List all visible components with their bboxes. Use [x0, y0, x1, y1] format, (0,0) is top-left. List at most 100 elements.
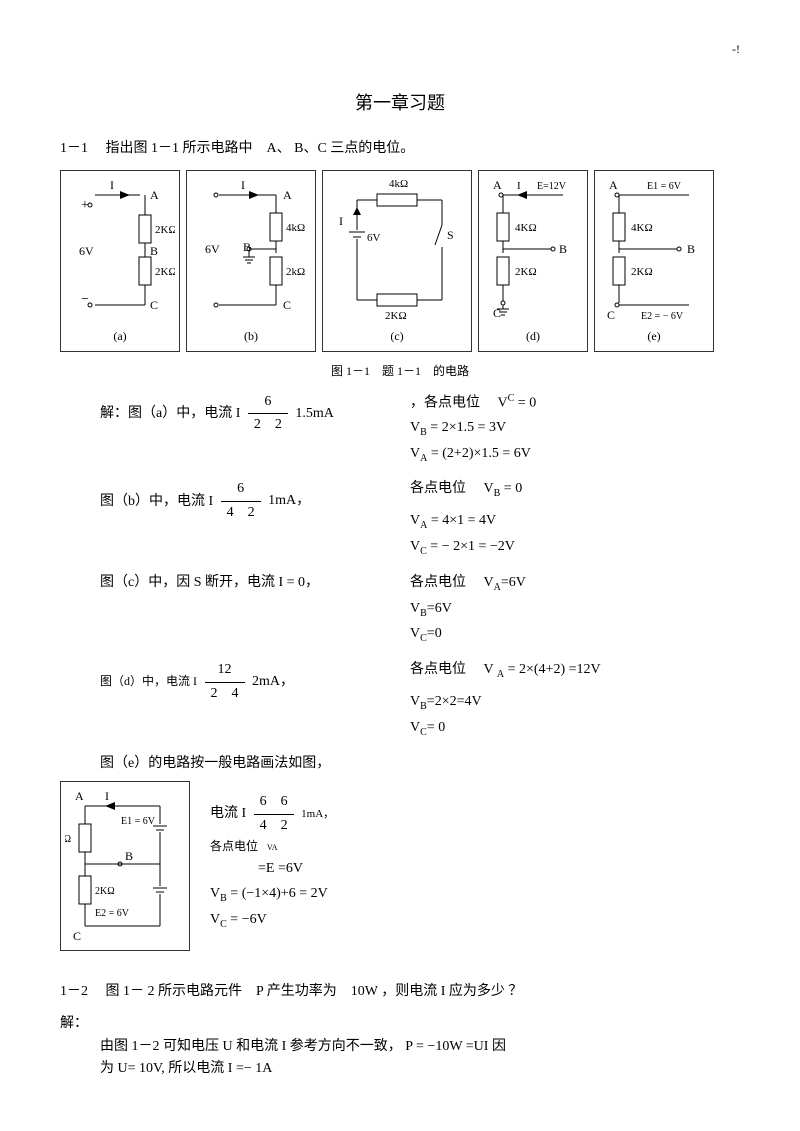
vb-sym: V: [410, 694, 420, 709]
vc-val: = −6V: [227, 912, 267, 927]
vb-sym: V: [210, 886, 220, 901]
vb-val: = (−1×4)+6 = 2V: [227, 886, 328, 901]
svg-text:2KΩ: 2KΩ: [385, 310, 407, 322]
svg-text:C: C: [493, 306, 501, 320]
question-1-1: 1－1 指出图 1－1 所示电路中 A、 B、C 三点的电位。: [60, 138, 740, 160]
sol-a-prefix: 解：图（a）中，电流 I: [100, 406, 240, 421]
vc-sym: V: [410, 720, 420, 735]
sol-c-left: 图（c）中，因 S 断开，电流 I = 0，: [100, 575, 319, 590]
circuit-c-label: (c): [390, 327, 403, 346]
svg-text:I: I: [105, 789, 109, 803]
circuit-d: A I E=12V 4KΩ B 2KΩ C (d): [478, 170, 588, 351]
svg-text:4KΩ: 4KΩ: [631, 222, 653, 234]
sol-d-prefix: 图（d）中，电流 I: [100, 674, 197, 688]
svg-text:I: I: [517, 180, 521, 192]
va-sub: A: [494, 582, 501, 593]
va-sub: A: [497, 669, 504, 680]
circuit-a-label: (a): [113, 327, 126, 346]
svg-text:I: I: [339, 214, 343, 228]
vb-sub: B: [420, 427, 427, 438]
page-mark: -!: [60, 40, 740, 59]
svg-text:B: B: [125, 849, 133, 863]
svg-text:6V: 6V: [205, 242, 220, 256]
vc-sub: C: [420, 633, 427, 644]
svg-text:I: I: [241, 178, 245, 192]
circuit-row: I A + 2KΩ B 6V 2KΩ − C (a) I: [60, 170, 740, 351]
sol-e-intro: 图（e）的电路按一般电路画法如图，: [100, 753, 740, 775]
vc-sym: V: [410, 539, 420, 554]
vb-sub: B: [220, 893, 227, 904]
va-sym: V: [410, 446, 420, 461]
solution-b: 图（b）中，电流 I 6 4 2 1mA， 各点电位 VB = 0 VA = 4…: [60, 478, 740, 561]
solution-e-body: A I E1 = 6V 4KΩ B 2KΩ E2 = 6V: [60, 775, 740, 951]
vb-val: = 2×1.5 = 3V: [427, 420, 506, 435]
sol-b-prefix: 图（b）中，电流 I: [100, 494, 213, 509]
svg-text:4KΩ: 4KΩ: [65, 834, 71, 845]
solution-e-calc: 电流 I 6 6 4 2 1mA， 各点电位 VA =E =6V VB = (−…: [210, 791, 334, 934]
circuit-e-label: (e): [647, 327, 660, 346]
svg-text:2KΩ: 2KΩ: [95, 886, 115, 897]
svg-text:A: A: [493, 178, 502, 192]
circuit-b: I A 4kΩ B 6V 2kΩ C (b): [186, 170, 316, 351]
svg-text:E=12V: E=12V: [537, 181, 567, 192]
svg-text:E1 = 6V: E1 = 6V: [121, 816, 156, 827]
svg-text:2KΩ: 2KΩ: [155, 266, 175, 278]
svg-text:E1 = 6V: E1 = 6V: [647, 181, 682, 192]
svg-text:2KΩ: 2KΩ: [515, 266, 537, 278]
q2-sol-label: 解：: [60, 1013, 740, 1035]
solution-c: 图（c）中，因 S 断开，电流 I = 0， 各点电位 VA=6V VB=6V …: [60, 572, 740, 649]
question-1-2: 1－2 图 1－ 2 所示电路元件 P 产生功率为 10W ，则电流 I 应为多…: [60, 981, 740, 1003]
fraction-icon: 6 4 2: [221, 478, 261, 524]
va-val: = (2+2)×1.5 = 6V: [427, 446, 531, 461]
svg-text:E2 = 6V: E2 = 6V: [95, 908, 130, 919]
vc-sub: C: [420, 727, 427, 738]
circuit-c-svg: 4kΩ I 6V S 2KΩ: [327, 175, 467, 325]
sol-e-unit: 1mA，: [301, 809, 334, 821]
circuit-e-redrawn: A I E1 = 6V 4KΩ B 2KΩ E2 = 6V: [60, 781, 190, 951]
vc-sym: V: [410, 626, 420, 641]
svg-text:2kΩ: 2kΩ: [286, 266, 305, 278]
vb-sym: V: [410, 420, 420, 435]
q2-num: 1－2: [60, 984, 88, 999]
svg-text:4KΩ: 4KΩ: [515, 222, 537, 234]
circuit-d-label: (d): [526, 327, 540, 346]
fraction-icon: 6 6 4 2: [254, 791, 294, 837]
svg-text:4kΩ: 4kΩ: [286, 222, 305, 234]
svg-text:E2 = − 6V: E2 = − 6V: [641, 311, 684, 322]
sol-a-unit: 1.5mA: [295, 406, 334, 421]
vb-sub: B: [420, 607, 427, 618]
sol-b-label: 各点电位: [410, 481, 466, 496]
circuit-a: I A + 2KΩ B 6V 2KΩ − C (a): [60, 170, 180, 351]
q2-line1: 由图 1－2 可知电压 U 和电流 I 参考方向不一致， P = −10W =U…: [100, 1036, 740, 1058]
vc-val: = 0: [427, 720, 445, 735]
va-val: = 4×1 = 4V: [427, 513, 496, 528]
sol-b-unit: 1mA，: [268, 494, 310, 509]
sol-a-label: ，各点电位: [410, 395, 480, 410]
vb-val: =6V: [427, 601, 452, 616]
circuit-e: A E1 = 6V 4KΩ B 2KΩ C E2 = − 6V (e): [594, 170, 714, 351]
va-val: =6V: [501, 575, 526, 590]
svg-text:S: S: [447, 228, 454, 242]
svg-text:B: B: [559, 242, 567, 256]
circuit-e-svg: A E1 = 6V 4KΩ B 2KΩ C E2 = − 6V: [599, 175, 709, 325]
svg-text:A: A: [150, 188, 159, 202]
svg-text:2KΩ: 2KΩ: [155, 224, 175, 236]
fraction-icon: 6 2 2: [248, 391, 288, 437]
svg-text:I: I: [110, 178, 114, 192]
sol-e-ee: =E =6V: [258, 858, 334, 880]
circuit-a-svg: I A + 2KΩ B 6V 2KΩ − C: [65, 175, 175, 325]
circuit-e2-svg: A I E1 = 6V 4KΩ B 2KΩ E2 = 6V: [65, 786, 185, 946]
circuit-d-svg: A I E=12V 4KΩ B 2KΩ C: [483, 175, 583, 325]
svg-text:2KΩ: 2KΩ: [631, 266, 653, 278]
q2-line2: 为 U= 10V, 所以电流 I =− 1A: [100, 1058, 740, 1080]
svg-text:B: B: [687, 242, 695, 256]
svg-text:6V: 6V: [367, 232, 381, 244]
va-val: = 2×(4+2) =12V: [504, 662, 601, 677]
circuit-b-svg: I A 4kΩ B 6V 2kΩ C: [191, 175, 311, 325]
vb-val: =2×2=4V: [427, 694, 482, 709]
solution-d: 图（d）中，电流 I 12 2 4 2mA， 各点电位 V A = 2×(4+2…: [60, 659, 740, 742]
svg-text:A: A: [283, 188, 292, 202]
vb-val: = 0: [500, 481, 522, 496]
svg-text:C: C: [607, 308, 615, 322]
vc-sym: V: [210, 912, 220, 927]
